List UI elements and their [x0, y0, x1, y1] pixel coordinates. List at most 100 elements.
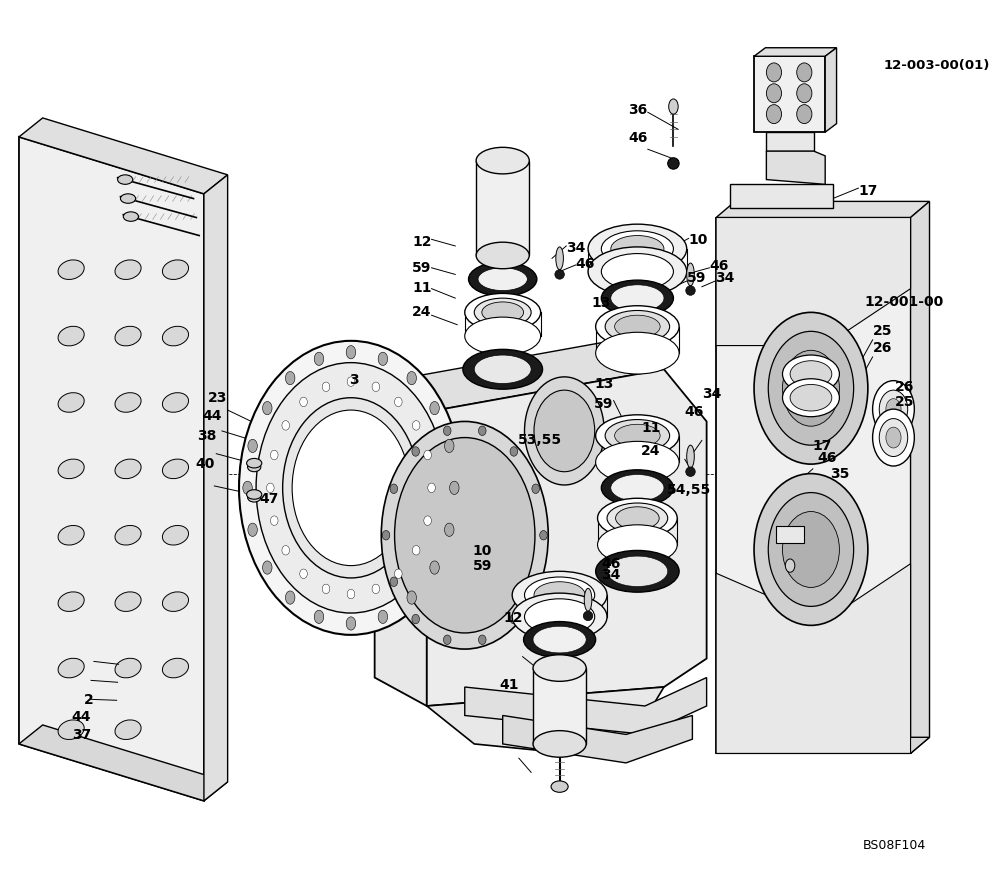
Ellipse shape [754, 474, 868, 625]
Polygon shape [766, 151, 825, 185]
Ellipse shape [162, 592, 189, 611]
Ellipse shape [58, 459, 84, 478]
Ellipse shape [115, 659, 141, 678]
Ellipse shape [766, 63, 782, 82]
Ellipse shape [390, 484, 398, 494]
Ellipse shape [783, 512, 839, 588]
Text: 24: 24 [641, 444, 661, 459]
Ellipse shape [243, 481, 252, 495]
Text: 46: 46 [709, 259, 729, 273]
Bar [476, 160, 529, 255]
Ellipse shape [407, 591, 416, 604]
Ellipse shape [430, 401, 439, 415]
Text: 10: 10 [473, 544, 492, 558]
Text: 53,55: 53,55 [518, 433, 562, 446]
Ellipse shape [162, 260, 189, 280]
Ellipse shape [797, 105, 812, 124]
Ellipse shape [474, 298, 531, 327]
Ellipse shape [292, 410, 410, 565]
Text: 59: 59 [687, 271, 706, 285]
Ellipse shape [482, 302, 524, 323]
Ellipse shape [115, 525, 141, 545]
Ellipse shape [247, 490, 262, 499]
Ellipse shape [879, 418, 908, 457]
Ellipse shape [270, 451, 278, 460]
Ellipse shape [58, 326, 84, 346]
Ellipse shape [463, 349, 543, 389]
Ellipse shape [534, 582, 585, 608]
Bar [533, 668, 586, 744]
Ellipse shape [584, 589, 592, 611]
Ellipse shape [605, 419, 670, 452]
Ellipse shape [407, 372, 416, 384]
Text: 46: 46 [818, 452, 837, 465]
Ellipse shape [270, 516, 278, 525]
Ellipse shape [797, 63, 812, 82]
Ellipse shape [465, 293, 541, 332]
Ellipse shape [525, 577, 595, 613]
Text: 17: 17 [858, 185, 878, 198]
Text: 36: 36 [629, 103, 648, 116]
Ellipse shape [687, 445, 694, 468]
Ellipse shape [390, 577, 398, 587]
Polygon shape [19, 118, 228, 194]
Ellipse shape [534, 390, 595, 471]
Ellipse shape [783, 355, 839, 393]
Ellipse shape [256, 363, 446, 613]
Ellipse shape [873, 381, 914, 437]
Ellipse shape [556, 247, 563, 270]
Ellipse shape [512, 593, 607, 641]
Ellipse shape [607, 556, 668, 587]
Ellipse shape [615, 425, 660, 447]
Ellipse shape [58, 659, 84, 678]
Ellipse shape [668, 158, 679, 169]
Text: 24: 24 [412, 305, 432, 319]
Ellipse shape [424, 451, 431, 460]
Ellipse shape [766, 84, 782, 103]
Ellipse shape [248, 439, 257, 452]
Ellipse shape [469, 263, 537, 297]
Ellipse shape [598, 525, 677, 564]
Ellipse shape [424, 516, 431, 525]
Ellipse shape [162, 459, 189, 478]
Ellipse shape [886, 399, 901, 419]
Ellipse shape [346, 616, 356, 630]
Text: 17: 17 [813, 439, 832, 453]
Ellipse shape [596, 415, 679, 457]
Polygon shape [204, 175, 228, 801]
Ellipse shape [443, 426, 451, 435]
Text: 44: 44 [72, 710, 91, 724]
Ellipse shape [450, 481, 459, 495]
Ellipse shape [115, 719, 141, 739]
Text: 3: 3 [349, 373, 359, 387]
Polygon shape [766, 132, 814, 151]
Ellipse shape [588, 224, 687, 273]
Ellipse shape [510, 615, 518, 624]
Ellipse shape [478, 426, 486, 435]
Ellipse shape [512, 572, 607, 619]
Ellipse shape [783, 350, 839, 426]
Ellipse shape [300, 569, 307, 579]
Polygon shape [911, 202, 930, 754]
Ellipse shape [601, 470, 673, 506]
Text: 59: 59 [473, 559, 492, 573]
Text: 11: 11 [412, 281, 432, 295]
Polygon shape [375, 340, 664, 412]
Ellipse shape [372, 584, 380, 594]
Ellipse shape [873, 409, 914, 466]
Polygon shape [465, 677, 707, 735]
Text: 59: 59 [594, 397, 614, 410]
Ellipse shape [282, 546, 290, 555]
Ellipse shape [532, 484, 539, 494]
Ellipse shape [524, 622, 596, 658]
Ellipse shape [248, 523, 257, 537]
Ellipse shape [797, 84, 812, 103]
Ellipse shape [395, 397, 402, 407]
Text: 46: 46 [628, 131, 648, 145]
Ellipse shape [115, 392, 141, 412]
Ellipse shape [601, 280, 673, 316]
Ellipse shape [445, 439, 454, 452]
Text: 12-003-00(01): 12-003-00(01) [884, 59, 990, 72]
Text: 12: 12 [503, 611, 523, 625]
Text: 12: 12 [412, 236, 432, 249]
